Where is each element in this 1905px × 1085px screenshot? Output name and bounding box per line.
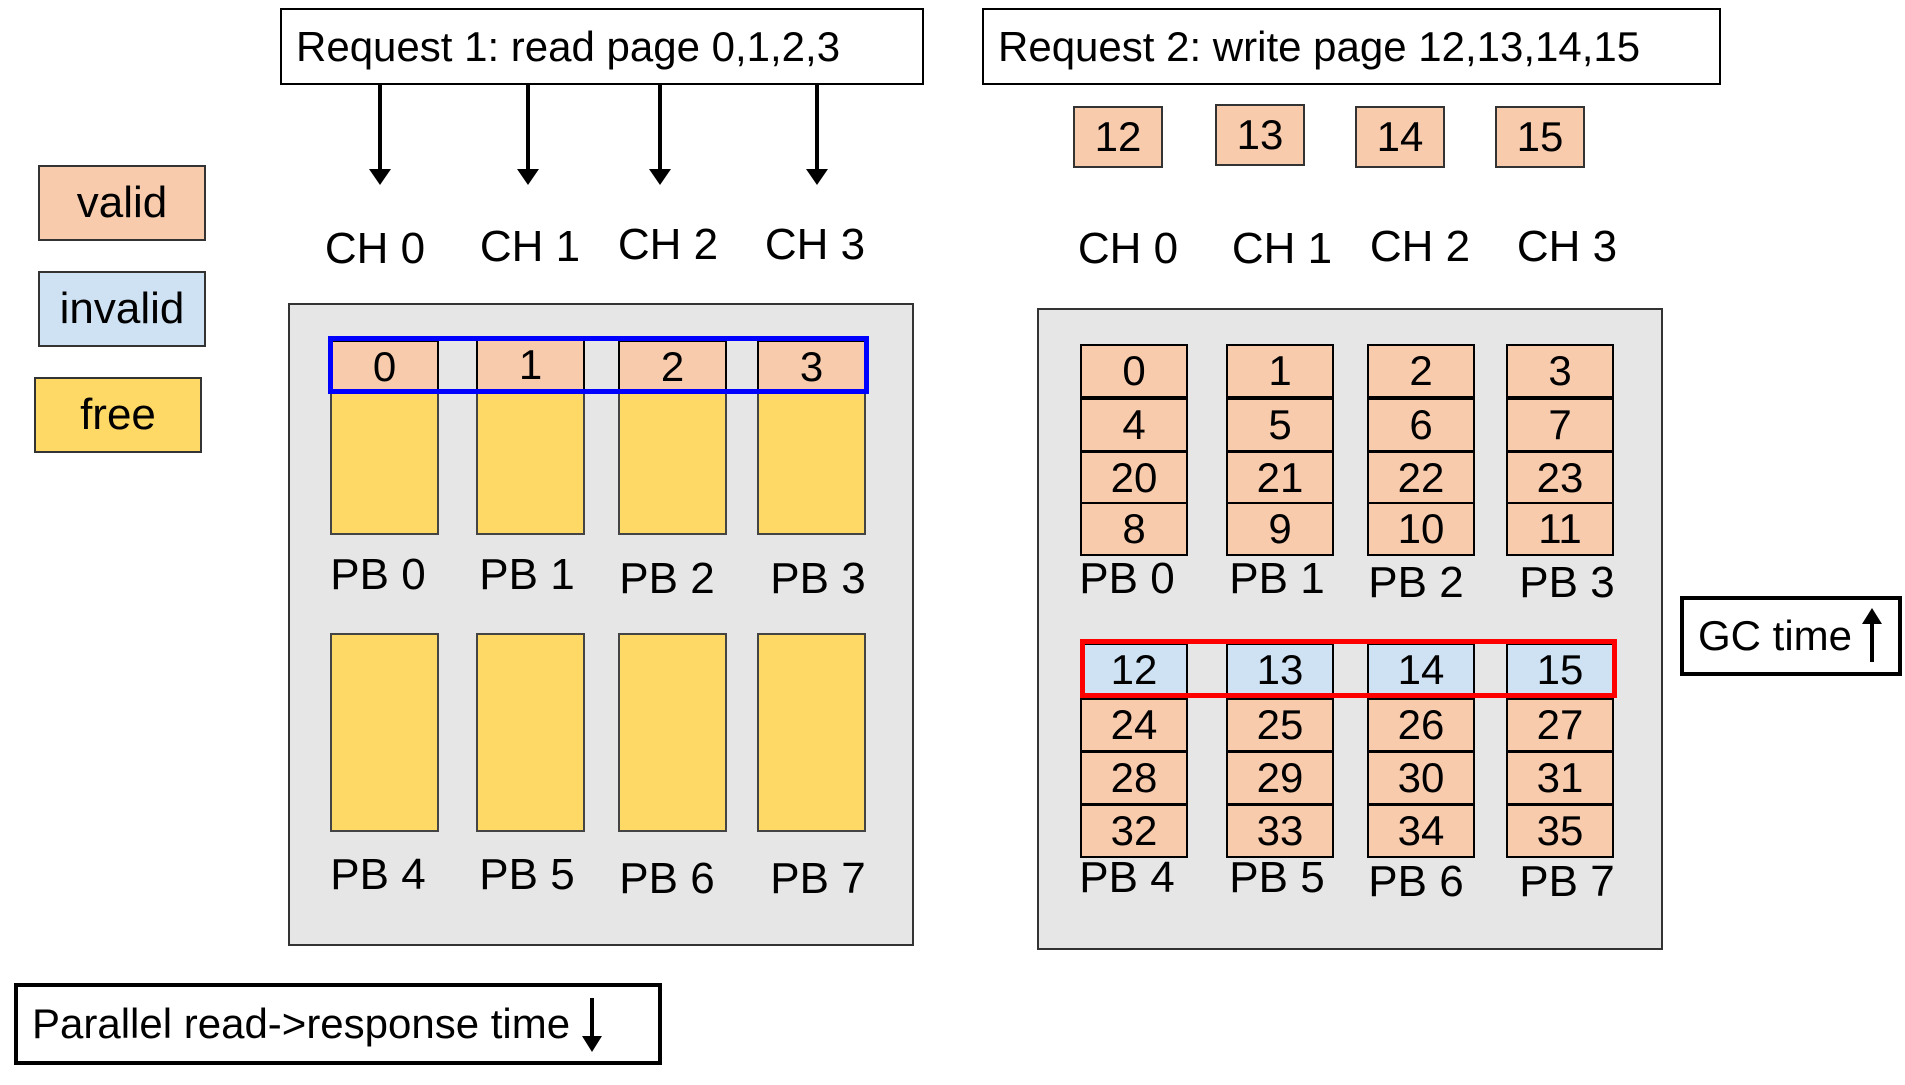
valid-page-cell: 23	[1506, 451, 1614, 505]
valid-page-cell: 9	[1226, 502, 1334, 556]
write-page-box: 13	[1215, 104, 1305, 166]
valid-page-cell: 27	[1506, 698, 1614, 752]
right-channel-label: CH 0	[1077, 224, 1179, 273]
invalid-page-cell: 14	[1367, 643, 1475, 697]
left-channel-label: CH 1	[479, 222, 581, 271]
left-pb-label: PB 6	[619, 854, 715, 903]
left-pb-label: PB 7	[770, 854, 866, 903]
valid-page-cell: 35	[1506, 804, 1614, 858]
right-pb-label: PB 6	[1368, 857, 1464, 906]
legend-free-label: free	[80, 390, 156, 439]
left-channel-label: CH 0	[324, 224, 426, 273]
valid-page-cell: 26	[1367, 698, 1475, 752]
right-channel-label: CH 3	[1516, 222, 1618, 271]
parallel-read-label: Parallel read->response time	[32, 1000, 571, 1047]
invalid-page-cell: 13	[1226, 643, 1334, 697]
down-arrow-icon	[582, 998, 603, 1052]
valid-page-cell: 8	[1080, 502, 1188, 556]
legend-valid: valid	[38, 165, 206, 241]
write-page-box: 14	[1355, 106, 1445, 168]
valid-page-cell: 20	[1080, 451, 1188, 505]
valid-page-cell: 0	[1080, 344, 1188, 398]
left-channel-label: CH 3	[764, 220, 866, 269]
valid-page-cell: 3	[757, 340, 866, 394]
valid-page-cell: 25	[1226, 698, 1334, 752]
valid-page-cell: 5	[1226, 398, 1334, 452]
valid-page-cell: 29	[1226, 751, 1334, 805]
gc-time-box: GC time	[1680, 596, 1902, 676]
valid-page-cell: 33	[1226, 804, 1334, 858]
legend-free: free	[34, 377, 202, 453]
legend-invalid-label: invalid	[59, 284, 185, 333]
valid-page-cell: 32	[1080, 804, 1188, 858]
physical-block-pb4	[330, 633, 439, 832]
request2-label: Request 2: write page 12,13,14,15	[998, 22, 1641, 70]
right-pb-label: PB 1	[1229, 554, 1325, 603]
right-channel-label: CH 2	[1369, 222, 1471, 271]
valid-page-cell: 21	[1226, 451, 1334, 505]
valid-page-cell: 10	[1367, 502, 1475, 556]
valid-page-cell: 2	[1367, 344, 1475, 398]
physical-block-pb5	[476, 633, 585, 832]
valid-page-cell: 1	[1226, 344, 1334, 398]
right-pb-label: PB 7	[1519, 857, 1615, 906]
left-pb-label: PB 4	[330, 850, 426, 899]
valid-page-cell: 22	[1367, 451, 1475, 505]
invalid-page-highlight	[1080, 639, 1617, 698]
right-pb-label: PB 3	[1519, 558, 1615, 607]
right-pb-label: PB 5	[1229, 853, 1325, 902]
valid-page-cell: 24	[1080, 698, 1188, 752]
valid-page-cell: 6	[1367, 398, 1475, 452]
valid-page-cell: 28	[1080, 751, 1188, 805]
read-arrow-ch1	[517, 85, 539, 185]
legend-invalid: invalid	[38, 271, 206, 347]
left-pb-label: PB 5	[479, 850, 575, 899]
valid-page-cell: 3	[1506, 344, 1614, 398]
right-pb-label: PB 4	[1079, 853, 1175, 902]
valid-page-cell: 7	[1506, 398, 1614, 452]
valid-page-cell: 1	[476, 336, 585, 394]
right-channel-label: CH 1	[1231, 224, 1333, 273]
left-channel-label: CH 2	[617, 220, 719, 269]
gc-time-label: GC time	[1698, 612, 1853, 659]
write-page-box: 15	[1495, 106, 1585, 168]
request1-label: Request 1: read page 0,1,2,3	[296, 22, 841, 70]
up-arrow-icon	[1862, 608, 1883, 662]
valid-page-cell: 11	[1506, 502, 1614, 556]
valid-page-cell: 4	[1080, 398, 1188, 452]
read-arrow-ch2	[649, 85, 671, 185]
valid-page-cell: 0	[330, 340, 439, 394]
valid-page-cell: 34	[1367, 804, 1475, 858]
physical-block-pb6	[618, 633, 727, 832]
legend-valid-label: valid	[76, 178, 168, 227]
parallel-read-box: Parallel read->response time	[14, 983, 662, 1065]
left-pb-label: PB 2	[619, 554, 715, 603]
request1-box: Request 1: read page 0,1,2,3	[280, 8, 924, 85]
valid-page-cell: 30	[1367, 751, 1475, 805]
valid-page-cell: 2	[618, 340, 727, 394]
left-pb-label: PB 3	[770, 554, 866, 603]
write-page-box: 12	[1073, 106, 1163, 168]
parallel-read-highlight	[328, 336, 869, 394]
left-pb-label: PB 0	[330, 550, 426, 599]
invalid-page-cell: 12	[1080, 643, 1188, 697]
valid-page-cell: 31	[1506, 751, 1614, 805]
request2-box: Request 2: write page 12,13,14,15	[982, 8, 1721, 85]
right-pb-label: PB 2	[1368, 558, 1464, 607]
left-pb-label: PB 1	[479, 550, 575, 599]
read-arrow-ch3	[806, 85, 828, 185]
right-pb-label: PB 0	[1079, 554, 1175, 603]
read-arrow-ch0	[369, 85, 391, 185]
physical-block-pb7	[757, 633, 866, 832]
